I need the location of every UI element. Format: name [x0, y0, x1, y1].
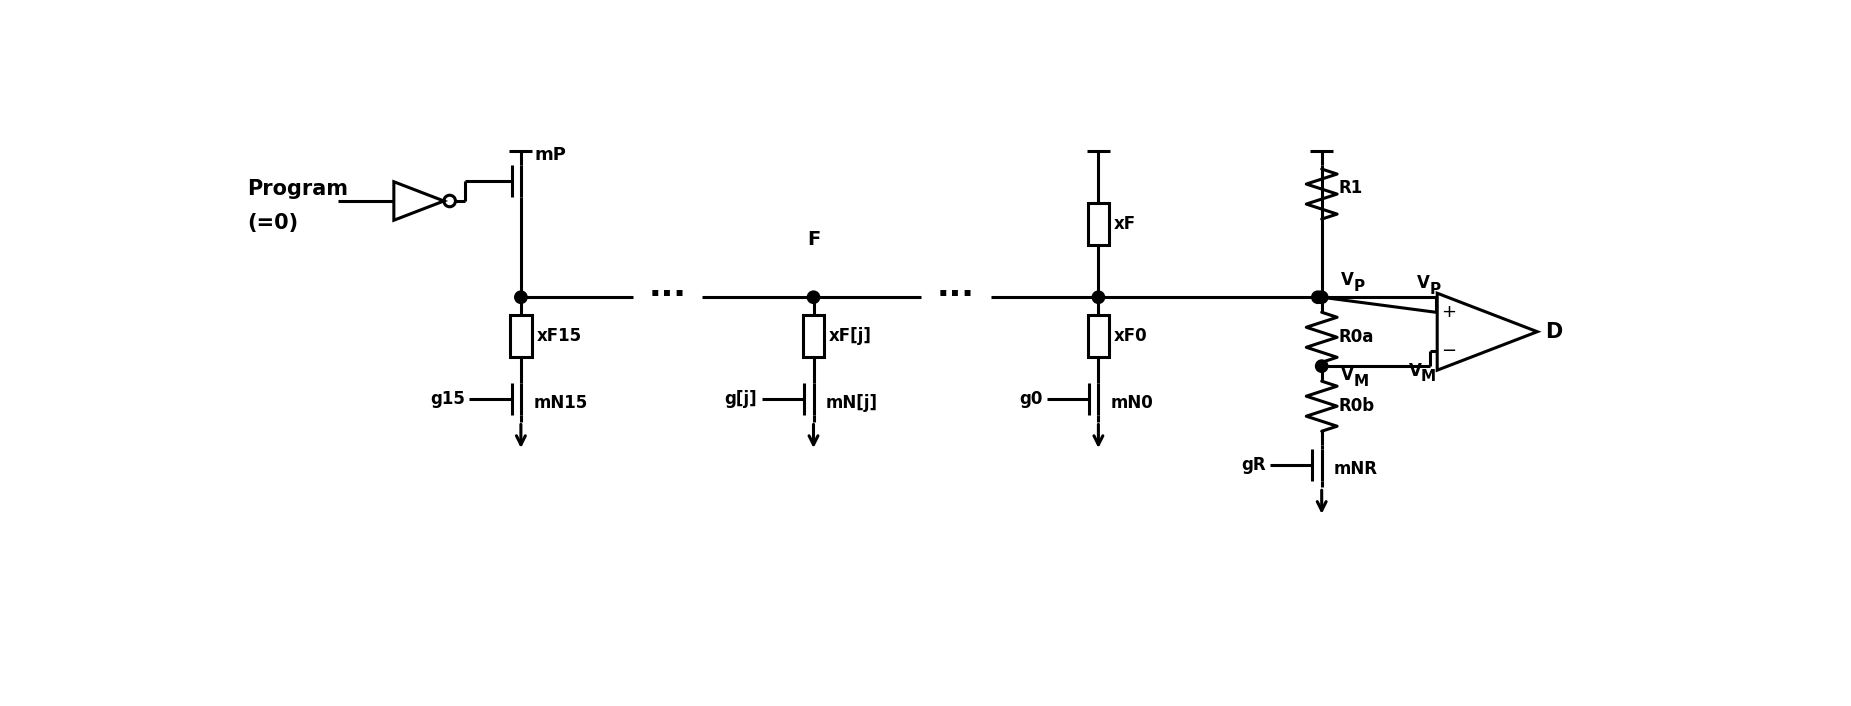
- Text: −: −: [1442, 342, 1457, 360]
- Text: D: D: [1546, 322, 1562, 342]
- Circle shape: [807, 291, 820, 304]
- Text: R0b: R0b: [1338, 397, 1375, 415]
- Text: gR: gR: [1240, 456, 1266, 474]
- Text: mN[j]: mN[j]: [826, 394, 877, 412]
- Text: Program: Program: [248, 179, 348, 199]
- Text: R0a: R0a: [1338, 328, 1373, 346]
- Circle shape: [1316, 291, 1327, 304]
- Circle shape: [515, 291, 528, 304]
- Text: mNR: mNR: [1335, 460, 1377, 478]
- Text: F: F: [807, 230, 820, 249]
- Bar: [1088, 315, 1109, 357]
- Text: ···: ···: [648, 279, 687, 312]
- Bar: [511, 315, 531, 357]
- Bar: [1088, 203, 1109, 245]
- Text: mP: mP: [535, 146, 566, 164]
- Text: V: V: [1340, 366, 1353, 384]
- Text: M: M: [1420, 369, 1436, 385]
- Text: xF0: xF0: [1114, 327, 1148, 345]
- Text: (=0): (=0): [248, 213, 298, 232]
- Text: xF15: xF15: [537, 327, 581, 345]
- Text: V: V: [1409, 361, 1422, 380]
- Text: g15: g15: [429, 390, 465, 408]
- Text: R1: R1: [1338, 179, 1362, 197]
- Text: V: V: [1340, 271, 1353, 289]
- Text: ···: ···: [937, 279, 975, 312]
- Text: M: M: [1355, 374, 1370, 389]
- Text: xF: xF: [1114, 215, 1137, 233]
- Text: g0: g0: [1018, 390, 1042, 408]
- Text: g[j]: g[j]: [726, 390, 757, 408]
- Text: P: P: [1355, 279, 1366, 294]
- Text: +: +: [1442, 304, 1457, 321]
- Text: V: V: [1416, 275, 1429, 292]
- Circle shape: [1312, 291, 1323, 304]
- Circle shape: [1092, 291, 1105, 304]
- Text: xF[j]: xF[j]: [829, 327, 872, 345]
- Text: mN15: mN15: [533, 394, 587, 412]
- Text: mN0: mN0: [1111, 394, 1153, 412]
- Text: P: P: [1431, 282, 1442, 297]
- Circle shape: [1316, 360, 1327, 372]
- Bar: [803, 315, 824, 357]
